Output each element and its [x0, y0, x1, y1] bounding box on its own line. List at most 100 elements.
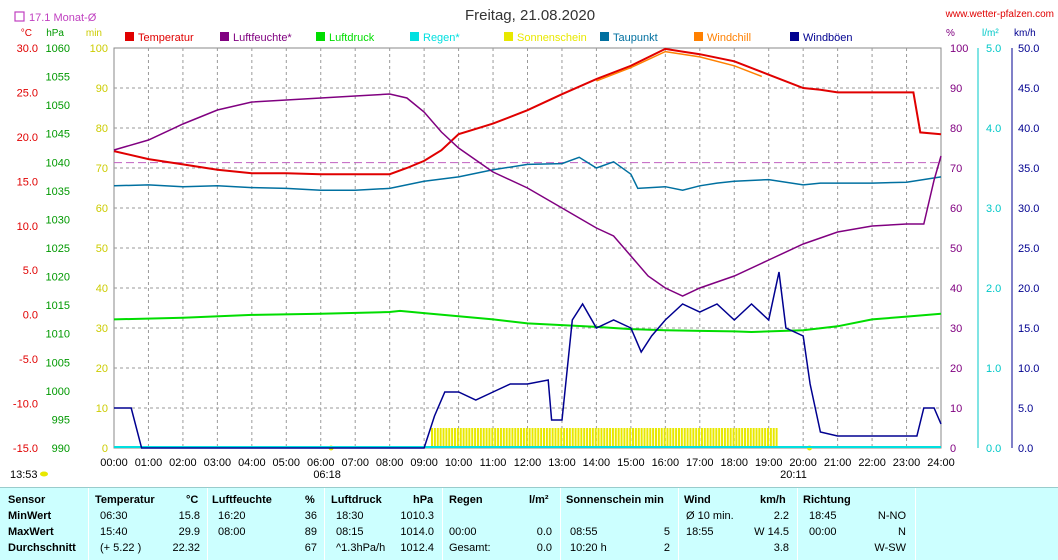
stat-header-wind: Wind [684, 494, 711, 506]
sunshine-bar [749, 428, 752, 448]
sunshine-bar [445, 428, 448, 448]
axis-tick-press: 1050 [46, 100, 70, 112]
axis-tick-press: 1005 [46, 357, 70, 369]
stat-header-hum-unit: % [305, 494, 315, 506]
sunshine-bar [525, 428, 528, 448]
sunshine-bar [660, 428, 663, 448]
sunshine-bar [586, 428, 589, 448]
axis-tick-hum: 60 [950, 203, 962, 215]
stat-hum-val: 36 [304, 510, 317, 522]
sunshine-bar [654, 428, 657, 448]
sunshine-bar [623, 428, 626, 448]
legend-swatch [410, 32, 419, 41]
sunshine-bar [491, 428, 494, 448]
sunshine-bar [741, 428, 744, 448]
axis-tick-temp: 30.0 [17, 43, 38, 55]
x-tick-label: 12:00 [514, 457, 542, 469]
site-link[interactable]: www.wetter-pfalzen.com [945, 9, 1054, 20]
axis-tick-wind: 20.0 [1018, 283, 1039, 295]
sunshine-bar [479, 428, 482, 448]
axis-tick-sun: 60 [96, 203, 108, 215]
stat-wind-time: 18:55 [686, 526, 714, 538]
stat-header-rain-unit: l/m² [529, 494, 549, 506]
axis-tick-wind: 0.0 [1018, 443, 1033, 455]
axis-tick-rain: 3.0 [986, 203, 1001, 215]
legend-label: Sonnenschein [517, 32, 587, 44]
stat-temp-time: 06:30 [100, 510, 128, 522]
sunshine-bar [514, 428, 517, 448]
x-tick-label: 01:00 [135, 457, 163, 469]
axis-tick-wind: 25.0 [1018, 243, 1039, 255]
axis-tick-sun: 50 [96, 243, 108, 255]
series-line-temperatur [113, 47, 942, 176]
sunshine-bar [551, 428, 554, 448]
axis-unit-temp: °C [21, 28, 32, 39]
sunshine-bar [646, 428, 649, 448]
sunshine-bar [726, 428, 729, 448]
sunshine-bar [772, 428, 775, 448]
sunshine-bar [666, 428, 669, 448]
sunshine-bar [488, 428, 491, 448]
axis-tick-press: 1040 [46, 157, 70, 169]
sunshine-bar [485, 428, 488, 448]
x-tick-label: 05:00 [273, 457, 301, 469]
x-tick-label: 17:00 [686, 457, 714, 469]
axis-tick-temp: 10.0 [17, 221, 38, 233]
sunshine-bar [620, 428, 623, 448]
sunshine-bars [431, 428, 778, 448]
sunshine-bar [505, 428, 508, 448]
legend-item: Regen* [410, 32, 460, 44]
stat-hum-val: 89 [304, 526, 317, 538]
stat-hum-time: 08:00 [218, 526, 246, 538]
axis-tick-rain: 0.0 [986, 443, 1001, 455]
stat-dir-time: 00:00 [809, 526, 837, 538]
monthly-avg-label: 17.1 Monat-Ø [29, 12, 97, 24]
stat-header-temp: Temperatur [95, 494, 155, 506]
sunshine-bar [611, 428, 614, 448]
x-tick-label: 14:00 [583, 457, 611, 469]
stat-header-rain: Regen [449, 494, 483, 506]
sunshine-bar [695, 428, 698, 448]
x-tick-label: 03:00 [204, 457, 232, 469]
sunshine-bar [522, 428, 525, 448]
monthly-avg-legend: 17.1 Monat-Ø [14, 11, 97, 24]
sunshine-bar [580, 428, 583, 448]
sunshine-bar [675, 428, 678, 448]
chart-title: Freitag, 21.08.2020 [465, 7, 595, 24]
legend-swatch [790, 32, 799, 41]
axis-tick-press: 1025 [46, 243, 70, 255]
sunshine-bar [462, 428, 465, 448]
sunshine-bar [652, 428, 655, 448]
chart-series [113, 47, 942, 449]
axis-tick-temp: 25.0 [17, 87, 38, 99]
stat-dir-val: N [898, 526, 906, 538]
axis-tick-press: 1060 [46, 43, 70, 55]
sunshine-bar [577, 428, 580, 448]
x-tick-label: 00:00 [100, 457, 128, 469]
x-tick-label: 22:00 [858, 457, 886, 469]
x-tick-label: 04:00 [238, 457, 266, 469]
stat-hum-time: 16:20 [218, 510, 246, 522]
weather-chart: 30.0 25.0 20.0 15.0 10.0 5.0 0.0 -5.0 -10.0 -15.0… [10, 7, 1054, 481]
x-tick-label: 11:00 [480, 457, 507, 469]
axis-tick-wind: 5.0 [1018, 403, 1033, 415]
statistics-table: Sensor Temperatur °C Luftfeuchte % Luftd… [0, 487, 1058, 560]
series-line-windchill [596, 50, 763, 82]
stat-temp-time: 15:40 [100, 526, 128, 538]
legend-item: Luftdruck [316, 32, 375, 44]
legend-swatch [600, 32, 609, 41]
stat-press-val: 1014.0 [400, 526, 434, 538]
axis-tick-wind: 10.0 [1018, 363, 1039, 375]
sunshine-bar [609, 428, 612, 448]
sunshine-bar [692, 428, 695, 448]
stat-temp-val: 15.8 [178, 510, 200, 522]
axis-tick-rain: 1.0 [986, 363, 1001, 375]
sunshine-bar [632, 428, 635, 448]
chart-grid [114, 48, 941, 448]
sunshine-bar [439, 428, 442, 448]
axis-tick-rain: 5.0 [986, 43, 1001, 55]
axis-tick-hum: 10 [950, 403, 962, 415]
series-line-windböen [114, 271, 942, 449]
legend-swatch [220, 32, 229, 41]
sunshine-bar [600, 428, 603, 448]
